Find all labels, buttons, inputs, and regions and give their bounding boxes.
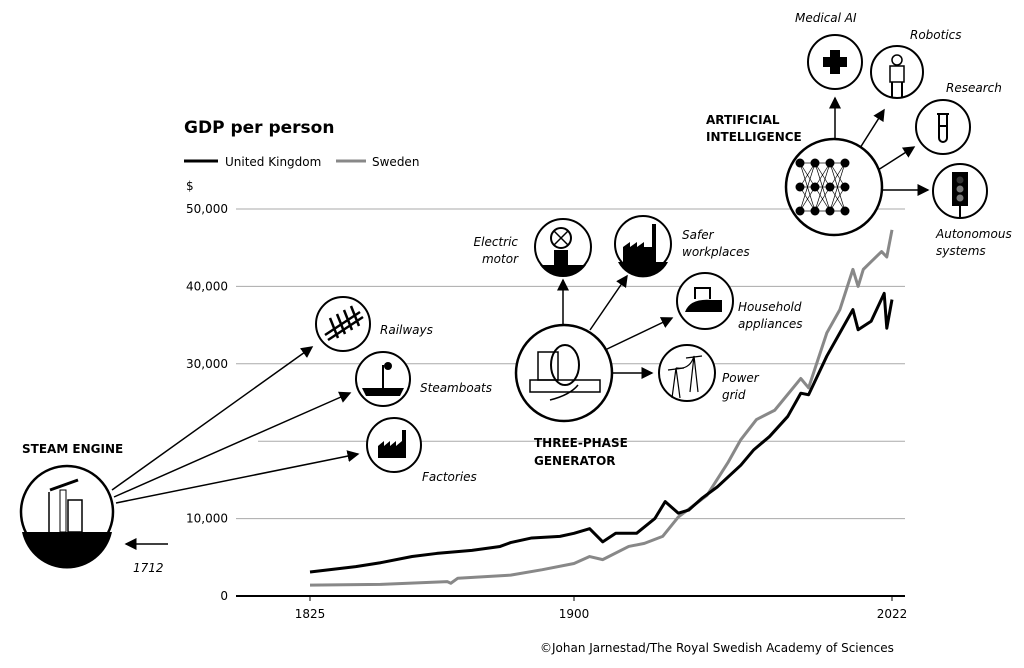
y-tick-label: 40,000 (186, 279, 228, 293)
generator-group: THREE-PHASE GENERATOR Electric motor Saf… (474, 215, 802, 468)
neuron-node (840, 158, 850, 168)
neuron-node (840, 206, 850, 216)
label-robotics: Robotics (910, 28, 962, 42)
label-factories: Factories (422, 470, 477, 484)
y-tick-label: 10,000 (186, 512, 228, 526)
neuron-node (795, 182, 805, 192)
x-tick-label: 1900 (559, 607, 590, 621)
x-tick-label: 1825 (295, 607, 326, 621)
railways-icon (315, 296, 371, 352)
label-electric: Electric (474, 235, 519, 249)
label-railways: Railways (380, 323, 433, 337)
generator-title-1: THREE-PHASE (534, 436, 628, 450)
neuron-node (825, 206, 835, 216)
arrow-research (877, 146, 916, 171)
series-line-sweden (309, 229, 894, 587)
credit: ©Johan Jarnestad/The Royal Swedish Acade… (540, 641, 894, 655)
neuron-node (825, 158, 835, 168)
legend: United Kingdom Sweden (184, 155, 419, 169)
neural-network-icon (784, 137, 884, 237)
y-ticks: 0 10,000 30,000 40,000 50,000 (186, 202, 228, 603)
ai-title-1: ARTIFICIAL (706, 113, 780, 127)
neuron-node (810, 182, 820, 192)
arrow-steamboats (113, 391, 352, 498)
x-tick-label: 2022 (877, 607, 908, 621)
steam-engine-icon (19, 464, 115, 569)
factory-icon (366, 417, 422, 473)
y-tick-label: 30,000 (186, 357, 228, 371)
ai-group: ARTIFICIAL INTELLIGENCE Medical AI Robot… (706, 11, 1012, 258)
medical-cross-icon (807, 34, 863, 90)
generator-icon (514, 323, 614, 423)
neuron-node (810, 158, 820, 168)
arrow-railways (111, 346, 314, 491)
neuron-node (825, 182, 835, 192)
label-autonomous: Autonomous (935, 227, 1012, 241)
label-workplaces: workplaces (682, 245, 750, 259)
series-lines (309, 229, 894, 587)
legend-label-uk: United Kingdom (225, 155, 321, 169)
safer-workplaces-icon (614, 215, 672, 278)
arrow-factories (115, 450, 360, 504)
ai-title-2: INTELLIGENCE (706, 130, 802, 144)
label-safer: Safer (682, 228, 715, 242)
neuron-node (795, 158, 805, 168)
power-grid-icon (658, 344, 716, 402)
neuron-node (795, 206, 805, 216)
label-grid: grid (722, 388, 746, 402)
test-tube-icon (915, 99, 971, 155)
label-steamboats: Steamboats (420, 381, 492, 395)
electric-motor-icon (534, 218, 592, 278)
chart-title: GDP per person (184, 118, 334, 138)
label-household: Household (738, 300, 802, 314)
steamboat-icon (355, 351, 411, 407)
label-appliances: appliances (738, 317, 802, 331)
traffic-light-icon (932, 163, 988, 219)
steam-engine-group: STEAM ENGINE 1712 Railways Steamboats Fa… (19, 296, 492, 575)
y-tick-label: 50,000 (186, 202, 228, 216)
label-research: Research (946, 81, 1002, 95)
arrow-safer-workplaces (589, 274, 628, 331)
household-appliance-iron-icon (676, 272, 734, 330)
arrow-robotics (859, 108, 885, 149)
neuron-node (810, 206, 820, 216)
arrow-household (604, 317, 674, 351)
y-axis-label: $ (186, 179, 194, 193)
robot-icon (870, 45, 924, 99)
label-medical-ai: Medical AI (795, 11, 857, 25)
x-ticks: 1825 1900 2022 (295, 596, 908, 621)
generator-title-2: GENERATOR (534, 454, 616, 468)
label-motor: motor (482, 252, 519, 266)
neuron-node (840, 182, 850, 192)
series-line-united-kingdom (309, 291, 894, 574)
year-1712: 1712 (133, 561, 164, 575)
steam-engine-title: STEAM ENGINE (22, 442, 123, 456)
legend-label-sweden: Sweden (372, 155, 419, 169)
label-systems: systems (936, 244, 986, 258)
label-power: Power (722, 371, 760, 385)
y-tick-label: 0 (220, 589, 228, 603)
